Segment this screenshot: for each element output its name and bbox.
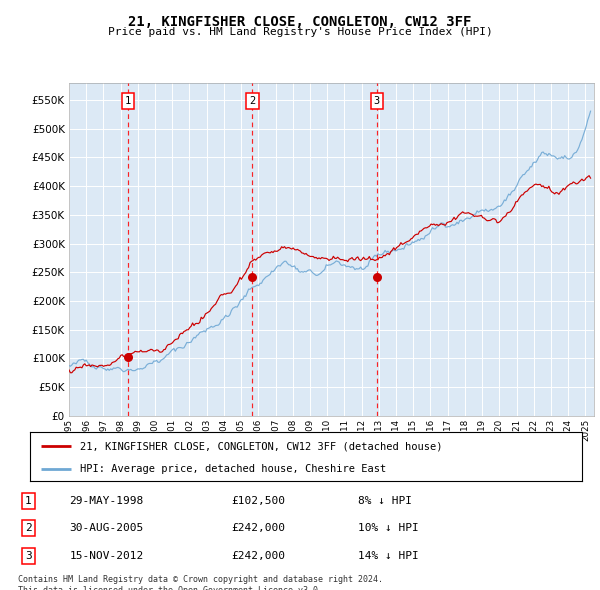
Text: 30-AUG-2005: 30-AUG-2005 (70, 523, 144, 533)
Text: 8% ↓ HPI: 8% ↓ HPI (358, 496, 412, 506)
Text: 3: 3 (25, 550, 32, 560)
Text: 14% ↓ HPI: 14% ↓ HPI (358, 550, 418, 560)
Text: 1: 1 (25, 496, 32, 506)
Text: 29-MAY-1998: 29-MAY-1998 (70, 496, 144, 506)
Text: £102,500: £102,500 (231, 496, 285, 506)
Text: 2: 2 (250, 96, 256, 106)
Text: HPI: Average price, detached house, Cheshire East: HPI: Average price, detached house, Ches… (80, 464, 386, 474)
Text: 21, KINGFISHER CLOSE, CONGLETON, CW12 3FF (detached house): 21, KINGFISHER CLOSE, CONGLETON, CW12 3F… (80, 441, 442, 451)
Text: 15-NOV-2012: 15-NOV-2012 (70, 550, 144, 560)
Text: £242,000: £242,000 (231, 550, 285, 560)
Text: 10% ↓ HPI: 10% ↓ HPI (358, 523, 418, 533)
Text: 2: 2 (25, 523, 32, 533)
Text: Price paid vs. HM Land Registry's House Price Index (HPI): Price paid vs. HM Land Registry's House … (107, 27, 493, 37)
Text: 1: 1 (125, 96, 131, 106)
Text: £242,000: £242,000 (231, 523, 285, 533)
Text: 21, KINGFISHER CLOSE, CONGLETON, CW12 3FF: 21, KINGFISHER CLOSE, CONGLETON, CW12 3F… (128, 15, 472, 29)
Text: 3: 3 (373, 96, 380, 106)
Text: Contains HM Land Registry data © Crown copyright and database right 2024.
This d: Contains HM Land Registry data © Crown c… (18, 575, 383, 590)
